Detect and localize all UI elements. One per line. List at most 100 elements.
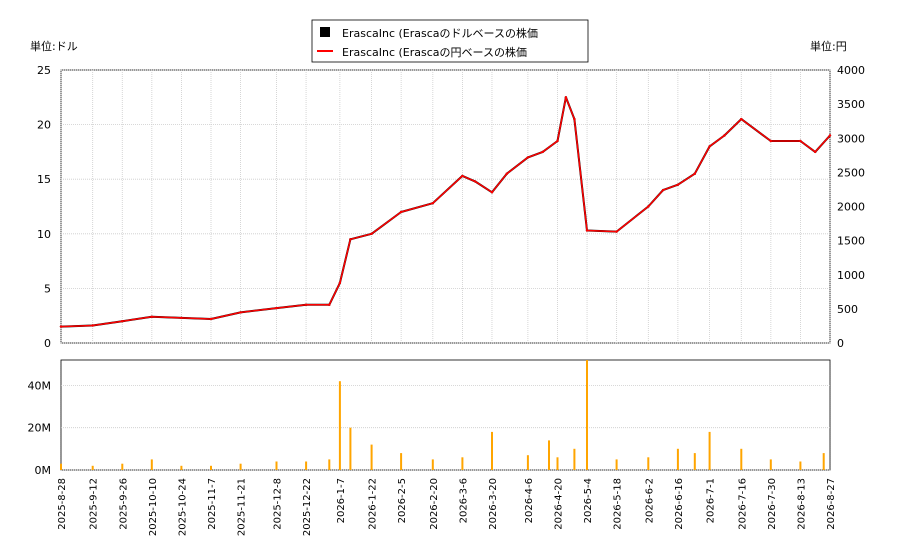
price-point-jpy bbox=[505, 172, 508, 175]
right-tick-label: 1500 bbox=[837, 235, 865, 248]
volume-tick-label: 20M bbox=[28, 422, 52, 435]
right-tick-label: 2500 bbox=[837, 166, 865, 179]
volume-bar bbox=[239, 463, 242, 470]
volume-bar bbox=[822, 453, 825, 470]
price-point-jpy bbox=[556, 139, 559, 143]
x-tick-label: 2026-1-7 bbox=[336, 478, 347, 523]
x-tick-label: 2025-12-8 bbox=[272, 478, 283, 530]
volume-bar bbox=[708, 431, 711, 470]
x-tick-label: 2026-8-27 bbox=[826, 478, 837, 530]
volume-plot-frame bbox=[60, 359, 831, 471]
right-tick-label: 3500 bbox=[837, 98, 865, 111]
price-point-jpy bbox=[526, 156, 530, 159]
price-point-jpy bbox=[473, 180, 477, 183]
left-unit-label: 単位:ドル bbox=[30, 39, 78, 53]
x-tick-label: 2026-2-5 bbox=[397, 478, 408, 523]
left-tick-label: 15 bbox=[37, 173, 51, 186]
right-tick-label: 0 bbox=[837, 337, 844, 350]
right-unit-label: 単位:円 bbox=[810, 39, 847, 53]
volume-bar bbox=[461, 457, 464, 470]
volume-bar bbox=[349, 427, 352, 470]
x-tick-label: 2025-11-7 bbox=[207, 478, 218, 530]
volume-bar bbox=[431, 459, 434, 470]
x-tick-label: 2025-10-24 bbox=[177, 478, 188, 536]
volume-bar bbox=[573, 448, 576, 470]
price-point-jpy bbox=[769, 139, 772, 143]
right-tick-label: 2000 bbox=[837, 201, 865, 214]
price-point-jpy bbox=[828, 134, 832, 137]
volume-bar bbox=[491, 431, 493, 470]
volume-bar bbox=[526, 455, 529, 470]
left-tick-label: 0 bbox=[44, 337, 51, 350]
left-tick-label: 5 bbox=[44, 282, 51, 295]
price-point-jpy bbox=[275, 306, 278, 310]
x-tick-label: 2025-11-21 bbox=[237, 478, 248, 536]
x-tick-label: 2026-7-1 bbox=[706, 478, 717, 523]
price-point-jpy bbox=[708, 145, 711, 148]
price-point-jpy bbox=[615, 230, 618, 233]
price-point-jpy bbox=[180, 316, 183, 320]
price-point-jpy bbox=[239, 311, 242, 314]
x-tick-label: 2025-10-10 bbox=[148, 478, 159, 536]
x-tick-label: 2026-5-18 bbox=[613, 478, 624, 530]
price-point-jpy bbox=[585, 229, 589, 232]
price-point-jpy bbox=[661, 188, 665, 192]
price-point-jpy bbox=[91, 324, 94, 327]
volume-tick-label: 40M bbox=[28, 379, 52, 392]
price-point-jpy bbox=[564, 96, 568, 99]
price-point-jpy bbox=[349, 238, 352, 241]
price-point-jpy bbox=[370, 232, 373, 235]
x-tick-label: 2026-5-4 bbox=[583, 478, 594, 523]
volume-bar bbox=[60, 463, 62, 470]
volume-bar bbox=[769, 459, 772, 470]
volume-bar bbox=[180, 465, 183, 470]
volume-bar bbox=[647, 457, 650, 470]
left-tick-label: 10 bbox=[37, 228, 51, 241]
volume-bar bbox=[556, 457, 559, 470]
x-tick-label: 2026-2-20 bbox=[429, 478, 440, 530]
legend-label-jpy: ErascaInc (Erascaの円ベースの株価 bbox=[342, 45, 527, 59]
volume-bar bbox=[799, 461, 802, 470]
volume-bar bbox=[693, 453, 696, 470]
volume-panel: 0M 20M 40M bbox=[28, 359, 831, 477]
price-point-jpy bbox=[740, 117, 743, 121]
volume-bar bbox=[150, 459, 153, 470]
right-tick-label: 3000 bbox=[837, 132, 865, 145]
price-point-jpy bbox=[431, 202, 434, 205]
x-tick-label: 2026-6-2 bbox=[644, 478, 655, 523]
price-point-jpy bbox=[814, 150, 817, 154]
price-point-jpy bbox=[541, 150, 544, 154]
legend-marker-usd bbox=[320, 27, 330, 37]
price-point-jpy bbox=[399, 210, 403, 214]
x-tick-label: 2026-6-16 bbox=[674, 478, 685, 530]
price-point-jpy bbox=[647, 205, 650, 208]
x-tick-label: 2025-9-12 bbox=[89, 478, 100, 530]
volume-bar bbox=[586, 360, 588, 470]
right-tick-label: 1000 bbox=[837, 269, 865, 282]
volume-bar bbox=[210, 465, 212, 470]
volume-tick-label: 0M bbox=[35, 464, 52, 477]
left-tick-label: 20 bbox=[37, 119, 51, 132]
volume-bar bbox=[548, 440, 550, 470]
right-tick-label: 4000 bbox=[837, 64, 865, 77]
x-tick-label: 2025-8-28 bbox=[57, 478, 68, 530]
price-point-jpy bbox=[59, 325, 63, 328]
x-tick-label: 2026-4-6 bbox=[524, 478, 535, 523]
legend-box bbox=[311, 19, 589, 63]
x-tick-label: 2026-1-22 bbox=[368, 478, 379, 530]
volume-bar bbox=[328, 459, 331, 470]
volume-bar bbox=[338, 381, 341, 470]
x-tick-label: 2026-3-6 bbox=[458, 478, 469, 523]
x-tick-label: 2026-7-16 bbox=[737, 478, 748, 530]
price-point-jpy bbox=[461, 174, 464, 178]
volume-bar bbox=[275, 461, 278, 470]
volume-bar bbox=[305, 461, 308, 470]
price-plot-frame bbox=[60, 69, 831, 344]
price-panel: 0 5 10 15 20 25 0 500 1000 1500 2000 2500 3000 3500 40… bbox=[37, 64, 865, 350]
volume-bar bbox=[615, 459, 618, 470]
left-tick-label: 25 bbox=[37, 64, 51, 77]
legend-label-usd: ErascaInc (Erascaのドルベースの株価 bbox=[342, 26, 538, 40]
volume-bar bbox=[91, 465, 94, 470]
volume-bar bbox=[400, 453, 403, 470]
